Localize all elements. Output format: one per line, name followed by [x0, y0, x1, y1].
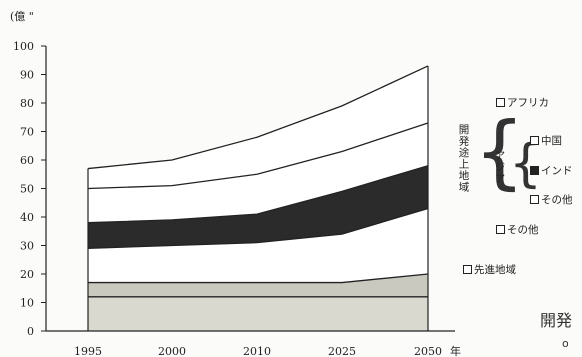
area-series-1	[88, 274, 428, 297]
developing-brace-icon: {	[474, 105, 525, 198]
legend-china-swatch	[530, 136, 539, 145]
truncated-glyph: o	[562, 337, 569, 350]
area-series-4	[88, 122, 428, 223]
y-tick-label: 10	[20, 297, 34, 310]
area-series-3	[88, 165, 428, 249]
series-line-1	[88, 273, 429, 284]
legend-africa-label: アフリカ	[507, 97, 549, 109]
x-tick-label: 2010	[243, 345, 271, 357]
area-layers	[88, 65, 428, 331]
legend-africa: アフリカ	[496, 95, 549, 110]
legend-africa-swatch	[496, 98, 505, 107]
x-unit-label: 年	[450, 344, 461, 357]
asia-brace-icon: {	[509, 134, 543, 194]
legend-developed-swatch	[463, 265, 472, 274]
y-tick-label: 30	[20, 240, 34, 253]
legend-china-label: 中国	[541, 135, 562, 147]
legend-developed: 先進地域	[463, 262, 516, 277]
y-tick-label: 20	[20, 268, 34, 281]
legend-china: 中国	[530, 133, 562, 148]
legend-asia-other: その他	[530, 192, 573, 207]
legend-dev-other: その他	[496, 222, 539, 237]
legend-india-swatch	[530, 166, 539, 175]
y-unit-label: (億 "	[10, 10, 34, 23]
series-line-5	[87, 65, 429, 170]
x-ticks: 1995 2000 2010 2025 2050	[74, 345, 442, 357]
y-tick-label: 60	[20, 154, 34, 167]
area-series-2	[88, 208, 428, 283]
area-series-0	[88, 296, 428, 331]
area-series-5	[88, 65, 428, 189]
boundary-lines	[87, 65, 429, 331]
y-tick-label: 90	[20, 69, 34, 82]
series-line-2	[87, 207, 429, 249]
x-tick-label: 2000	[158, 345, 186, 357]
x-tick-label: 2050	[414, 345, 442, 357]
y-tick-label: 0	[27, 325, 34, 338]
truncated-heading: 開発	[540, 311, 573, 330]
y-tick-label: 70	[20, 126, 34, 139]
x-tick-label: 2025	[328, 345, 356, 357]
legend-asia-other-swatch	[530, 195, 539, 204]
y-tick-label: 80	[20, 97, 34, 110]
legend-india-label: インド	[541, 165, 573, 177]
series-line-3	[87, 165, 429, 224]
y-tick-label: 50	[20, 183, 34, 196]
legend-dev-other-swatch	[496, 225, 505, 234]
legend-developed-label: 先進地域	[474, 264, 516, 276]
y-tick-label: 40	[20, 211, 34, 224]
y-ticks: 0 10 20 30 40 50 60 70 80 90 100	[13, 40, 46, 338]
legend-dev-other-label: その他	[507, 224, 539, 236]
asia-group-label: アジア	[493, 150, 506, 185]
legend-asia-other-label: その他	[541, 194, 573, 206]
y-tick-label: 100	[13, 40, 34, 53]
x-tick-label: 1995	[74, 345, 102, 357]
series-line-4	[87, 122, 429, 190]
developing-group-label: 開発途上地域	[457, 124, 470, 193]
legend-india: インド	[530, 163, 573, 178]
